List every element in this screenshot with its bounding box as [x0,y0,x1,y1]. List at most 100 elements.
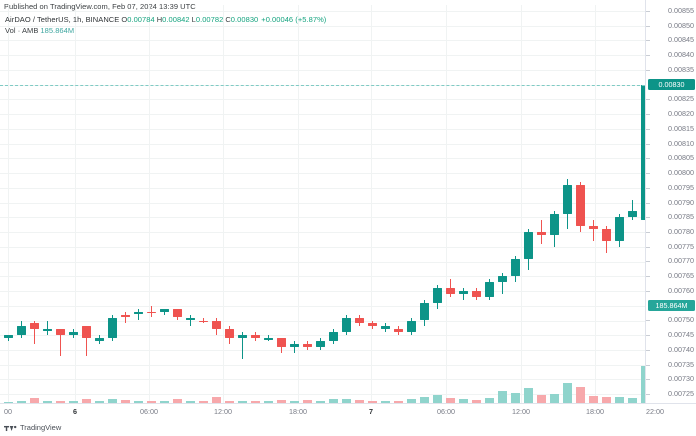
chart-plot-area[interactable] [0,5,645,403]
legend-volume-row[interactable]: Vol · AMB 185.864M [5,26,326,36]
price-tick: 0.00785 [646,212,696,222]
tradingview-logo-icon [4,425,17,431]
volume-bar [536,395,546,403]
price-tick: 0.00835 [646,65,696,75]
volume-bar [406,399,416,403]
volume-badge: 185.864M [648,300,695,312]
volume-bar [237,400,247,403]
volume-bar [315,400,325,403]
price-tick: 0.00795 [646,183,696,193]
candle-wick [632,199,633,221]
price-tick: 0.00850 [646,21,696,31]
legend-close: C0.00830 [225,15,259,24]
price-tick: 0.00750 [646,315,696,325]
candle-wick [593,220,594,241]
volume-bar [133,401,143,403]
gridline-horizontal [0,232,645,233]
candle-wick [86,326,87,356]
volume-bar [16,401,26,403]
gridline-horizontal [0,276,645,278]
volume-bar [224,401,234,403]
volume-bar [510,392,520,403]
volume-bar [159,401,169,403]
volume-bar [627,398,637,403]
volume-bar [172,398,182,403]
gridline-vertical [446,5,447,403]
candle-wick [151,305,152,318]
gridline-vertical [298,5,299,403]
candle-wick [138,308,139,321]
time-tick-label: 22:00 [646,407,664,416]
legend-title: AirDAO / TetherUS, 1h, BINANCE [5,15,120,24]
price-tick-label: 0.00760 [668,285,694,295]
candle-body [523,232,533,259]
gridline-horizontal [0,187,645,189]
gridline-horizontal [0,349,645,351]
candle-body [172,308,182,318]
price-tick-label: 0.00795 [668,182,694,192]
candle-wick [34,320,35,345]
candle-body [185,317,195,321]
legend-volume-label: Vol · AMB [5,26,39,35]
time-scale[interactable]: 00 6 06:00 12:00 18:00 7 06:00 12:00 18:00 22:00 [0,403,696,420]
candle-body [614,217,624,241]
volume-bar [458,399,468,403]
gridline-horizontal [0,217,645,219]
tradingview-watermark: TradingView [4,422,61,434]
candle-body [445,288,455,294]
volume-bar [640,365,645,403]
price-tick-label: 0.00770 [668,256,694,266]
legend-volume-value: 185.864M [40,26,75,35]
candle-body [497,276,507,283]
price-tick-label: 0.00790 [668,197,694,207]
volume-bar [263,401,273,403]
volume-bar [471,399,481,403]
volume-bar [276,400,286,403]
gridline-horizontal [0,143,645,145]
candle-body [42,329,52,331]
gridline-horizontal [0,364,645,366]
price-tick-label: 0.00730 [668,374,694,384]
candle-wick [203,317,204,324]
gridline-horizontal [0,25,645,27]
candle-body [575,184,585,227]
price-tick: 0.00845 [646,35,696,45]
gridline-horizontal [0,261,645,263]
price-tick: 0.00800 [646,168,696,178]
gridline-horizontal [0,291,645,292]
volume-bar [302,400,312,403]
price-tick: 0.00760 [646,286,696,296]
legend-change: +0.00046 (+5.87%) [261,15,327,24]
candle-body [419,302,429,321]
price-tick-label: 0.00825 [668,94,694,104]
candle-body [627,211,637,218]
candle-body [55,329,65,336]
price-tick: 0.00740 [646,345,696,355]
gridline-horizontal [0,202,645,204]
price-tick-label: 0.00785 [668,212,694,222]
gridline-vertical [521,5,522,403]
candle-body [640,84,645,221]
time-tick-label: 06:00 [437,407,455,416]
candle-body [471,291,481,297]
volume-bar [198,401,208,403]
gridline-horizontal [0,320,645,322]
candle-body [237,335,247,339]
candle-body [328,332,338,341]
price-tick-label: 0.00855 [668,5,694,15]
volume-bar [55,400,65,403]
candle-body [315,341,325,347]
candle-wick [8,335,9,342]
legend-symbol-row[interactable]: AirDAO / TetherUS, 1h, BINANCE O0.00784 H0… [5,15,326,25]
gridline-vertical [149,5,150,403]
gridline-vertical [75,5,76,403]
candle-wick [60,329,61,356]
time-tick-label: 18:00 [586,407,604,416]
chart-legend: AirDAO / TetherUS, 1h, BINANCE O0.00784 H0… [5,15,326,36]
candle-body [354,317,364,324]
legend-low: L0.00782 [191,15,224,24]
legend-open: O0.00784 [121,15,155,24]
time-tick-label: 7 [369,407,373,416]
price-scale[interactable]: 0.00855 0.00850 0.00845 0.00840 0.00835 0.008… [645,0,696,403]
volume-bar [211,397,221,403]
